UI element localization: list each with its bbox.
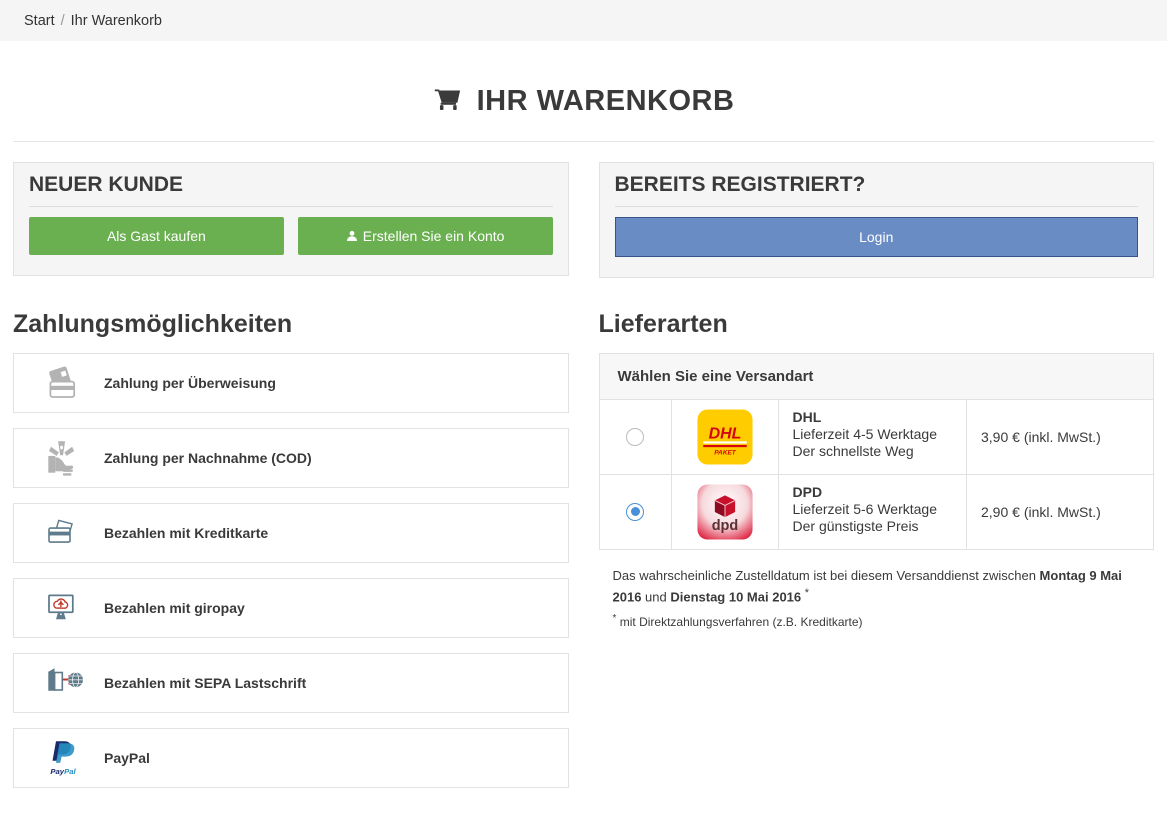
svg-text:PAKET: PAKET <box>714 449 737 456</box>
svg-text:PayPal: PayPal <box>50 767 76 776</box>
svg-text:dpd: dpd <box>711 518 738 534</box>
svg-text:DHL: DHL <box>708 425 741 442</box>
